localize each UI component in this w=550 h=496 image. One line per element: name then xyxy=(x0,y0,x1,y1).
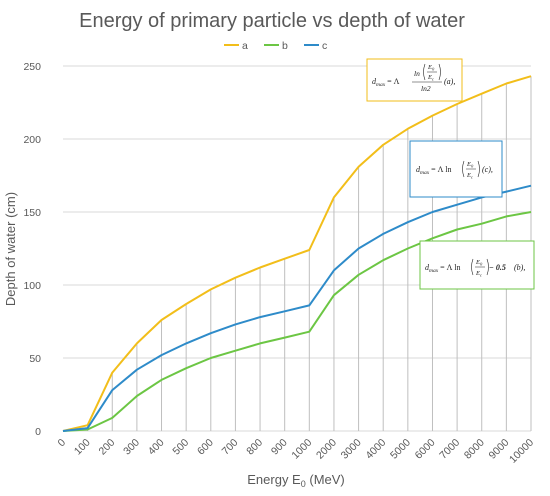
formula-a-box: dmax = Λ ln E0 Ec ln2 (a), xyxy=(366,58,463,102)
svg-text:ln: ln xyxy=(414,69,420,78)
formula-c-box: dmax = Λ ln E0 Ec (c), xyxy=(409,140,503,198)
y-tick-label: 250 xyxy=(23,61,41,73)
x-tick-label: 5000 xyxy=(388,437,413,462)
svg-text:dmax = Λ: dmax = Λ xyxy=(372,77,400,88)
svg-text:− 0.5: − 0.5 xyxy=(489,263,506,272)
legend: a b c xyxy=(224,40,327,52)
x-axis-label-main: Energy E xyxy=(247,472,301,487)
svg-text:Ec: Ec xyxy=(466,172,473,180)
svg-text:E0: E0 xyxy=(466,161,474,169)
x-tick-label: 300 xyxy=(121,437,142,458)
x-tick-label: 4000 xyxy=(363,437,388,462)
x-tick-label: 900 xyxy=(269,437,290,458)
x-tick-label: 0 xyxy=(56,437,69,450)
svg-text:(a),: (a), xyxy=(444,77,455,86)
x-axis-label: Energy E0 (MeV) xyxy=(247,472,345,489)
y-tick-label: 150 xyxy=(23,207,41,219)
svg-text:Ec: Ec xyxy=(427,74,434,82)
svg-text:dmax = Λ ln: dmax = Λ ln xyxy=(425,263,461,274)
series-line-c xyxy=(62,184,532,432)
x-tick-label: 6000 xyxy=(413,437,438,462)
x-tick-label: 10000 xyxy=(507,437,536,466)
x-axis-label-unit: (MeV) xyxy=(306,472,345,487)
x-tick-label: 100 xyxy=(72,437,93,458)
legend-label-a: a xyxy=(242,40,248,52)
legend-label-c: c xyxy=(322,40,327,52)
x-tick-label: 500 xyxy=(170,437,191,458)
series-line-a xyxy=(62,75,532,432)
svg-text:(b),: (b), xyxy=(514,263,525,272)
svg-text:(c),: (c), xyxy=(482,165,493,174)
svg-text:dmax = Λ ln: dmax = Λ ln xyxy=(416,165,452,176)
chart-title: Energy of primary particle vs depth of w… xyxy=(79,10,465,32)
x-tick-label: 2000 xyxy=(314,437,339,462)
x-tick-label: 8000 xyxy=(462,437,487,462)
y-axis-ticks: 0 50 100 150 200 250 xyxy=(23,61,41,438)
x-tick-label: 1000 xyxy=(289,437,314,462)
x-tick-label: 700 xyxy=(220,437,241,458)
series-line-b xyxy=(62,211,532,432)
x-tick-label: 200 xyxy=(97,437,118,458)
x-tick-label: 3000 xyxy=(339,437,364,462)
legend-label-b: b xyxy=(282,40,288,52)
y-tick-label: 0 xyxy=(35,426,41,438)
x-axis-label-sub: 0 xyxy=(301,479,306,489)
y-tick-label: 50 xyxy=(29,353,41,365)
svg-text:E0: E0 xyxy=(475,259,483,267)
x-tick-label: 600 xyxy=(195,437,216,458)
x-axis-ticks: 0 100 200 300 400 500 600 700 800 900 1000 2000 3000… xyxy=(56,437,537,466)
x-tick-label: 400 xyxy=(146,437,167,458)
y-tick-label: 100 xyxy=(23,280,41,292)
formula-b-box: dmax = Λ ln E0 Ec − 0.5 (b), xyxy=(419,240,535,290)
svg-text:E0: E0 xyxy=(427,64,435,72)
x-tick-label: 800 xyxy=(244,437,265,458)
y-axis-label: Depth of water (cm) xyxy=(3,192,18,306)
x-tick-label: 7000 xyxy=(437,437,462,462)
y-tick-label: 200 xyxy=(23,134,41,146)
series-lines xyxy=(62,75,532,432)
svg-text:ln2: ln2 xyxy=(421,84,431,93)
svg-text:Ec: Ec xyxy=(475,270,482,278)
